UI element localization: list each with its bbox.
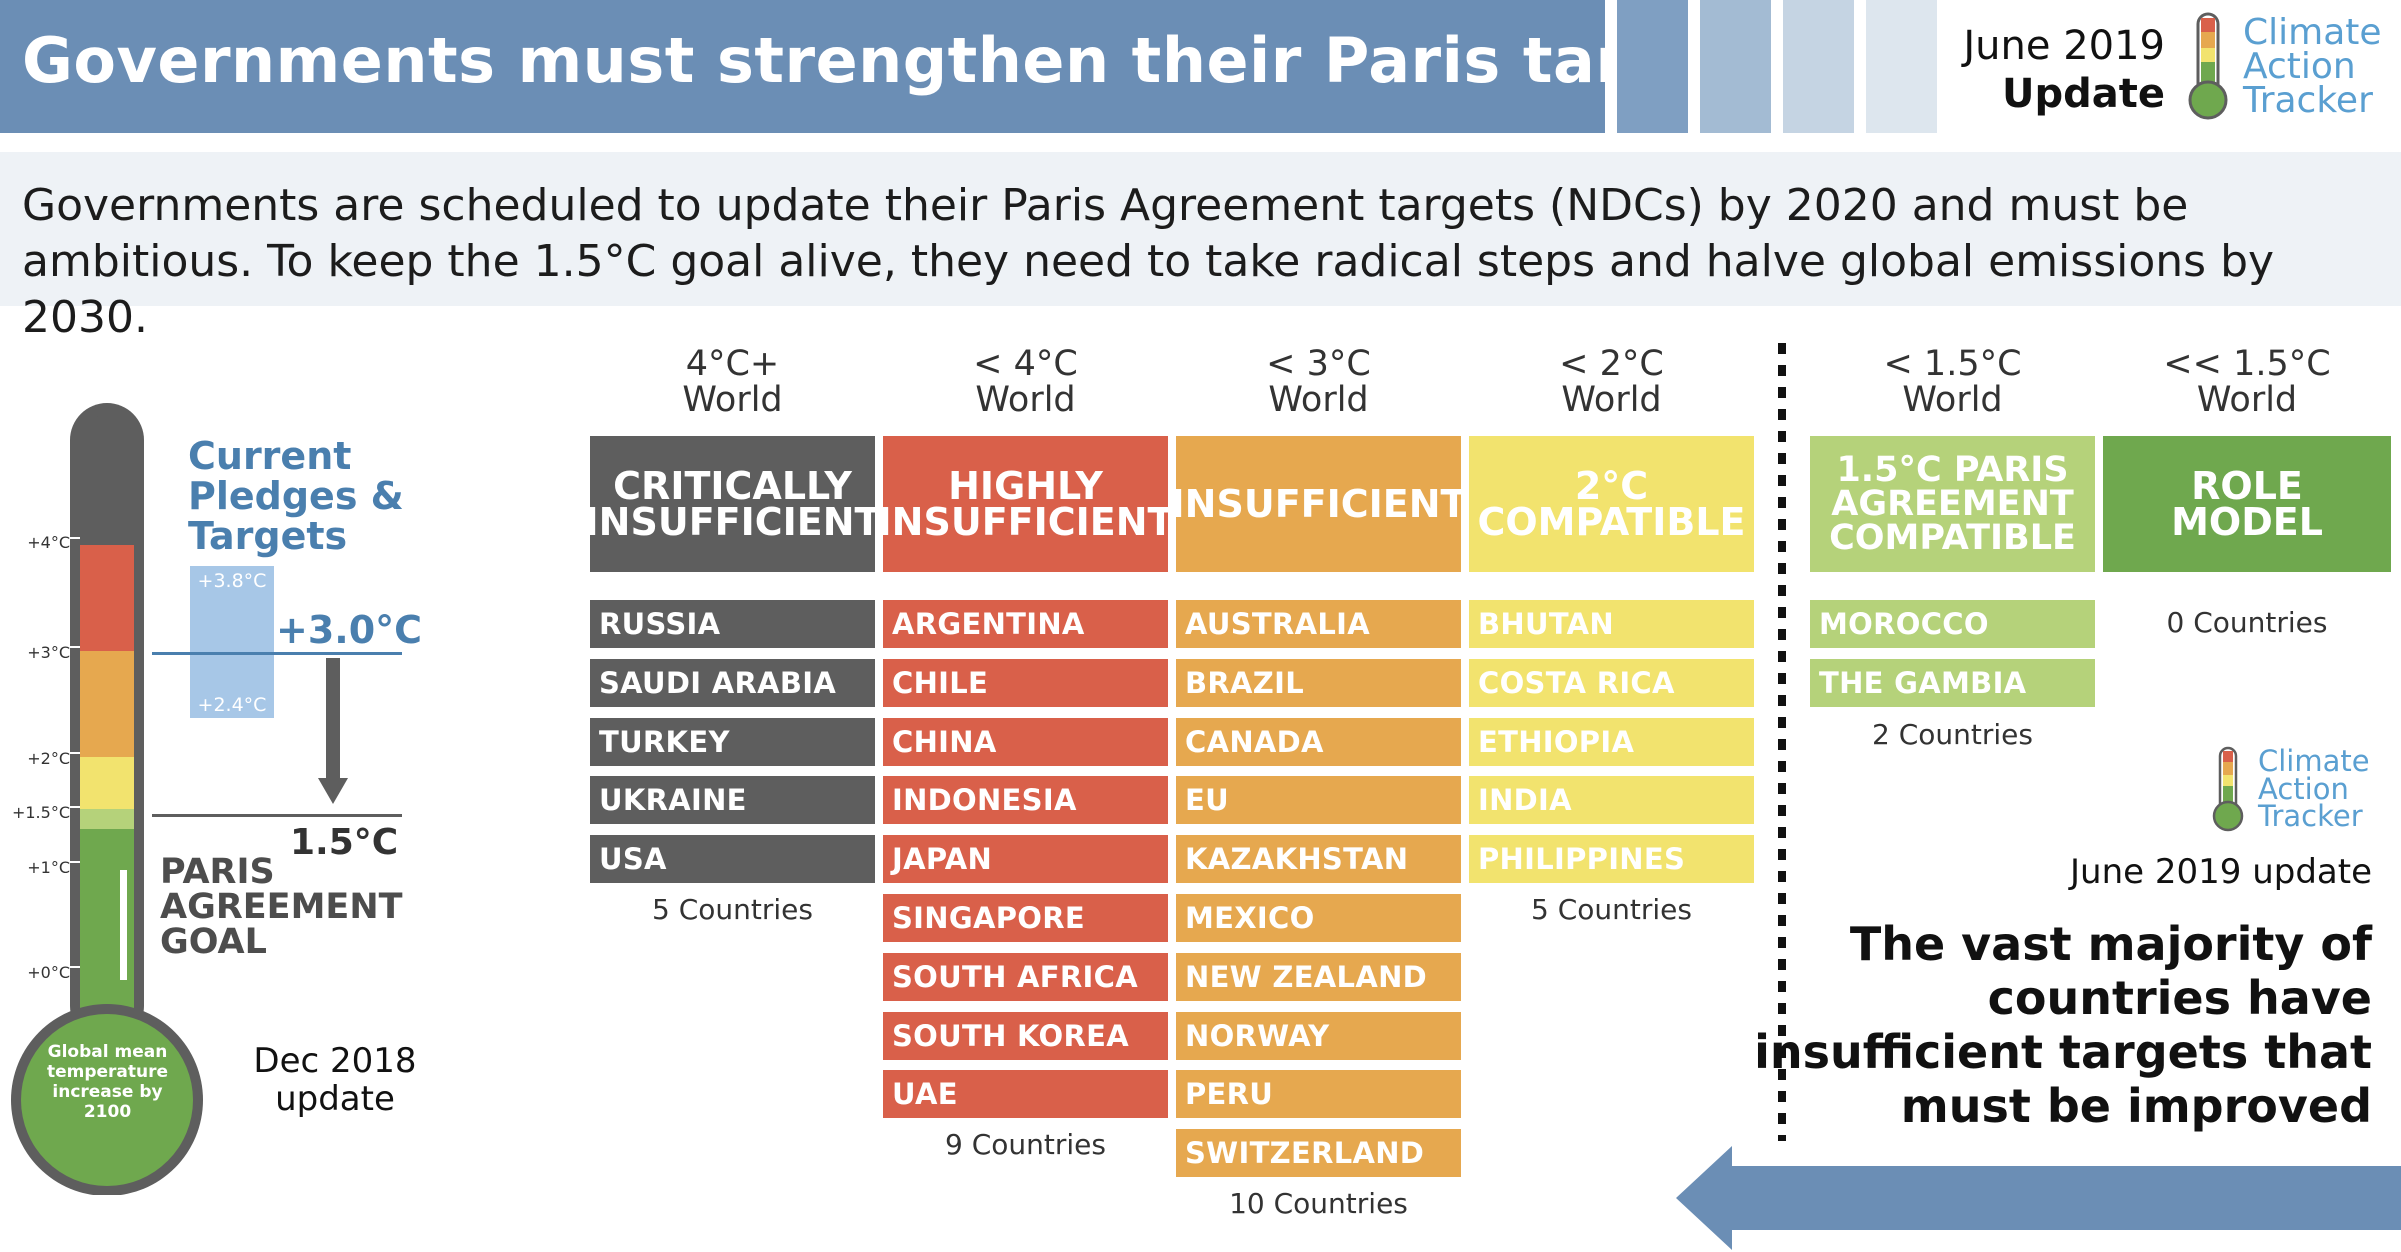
world-header: < 4°C World <box>973 344 1078 420</box>
thermometer <box>0 395 260 1196</box>
tick-label: +4°C <box>27 533 70 552</box>
thermometer-update-label: Dec 2018 update <box>253 1041 417 1119</box>
logo-wordmark: Climate Action Tracker <box>2258 744 2370 834</box>
header-stripe <box>1700 0 1771 133</box>
arrow-left-icon <box>1676 1146 2401 1250</box>
header-date-update: Update <box>2002 71 2165 117</box>
country-row: JAPAN <box>883 835 1168 883</box>
header-stripe <box>1783 0 1854 133</box>
tick-label: +0°C <box>27 963 70 982</box>
thermometer-logo-icon <box>2185 12 2231 120</box>
country-row: CHILE <box>883 659 1168 707</box>
header-date-month: June 2019 <box>1963 23 2165 69</box>
country-row: ARGENTINA <box>883 600 1168 648</box>
thermometer-logo-icon <box>2210 746 2246 832</box>
goal-line <box>152 814 402 817</box>
country-row: ETHIOPIA <box>1469 718 1754 766</box>
current-value-label: +3.0°C <box>276 608 423 652</box>
country-count: 2 Countries <box>1872 718 2033 751</box>
world-header: < 1.5°C World <box>1883 344 2022 420</box>
tick-label: +1°C <box>27 858 70 877</box>
country-row: COSTA RICA <box>1469 659 1754 707</box>
country-row: THE GAMBIA <box>1810 659 2095 707</box>
bulb-label: Global mean temperature increase by 2100 <box>46 1042 169 1122</box>
dotted-divider <box>1778 343 1786 1141</box>
country-row: SWITZERLAND <box>1176 1129 1461 1177</box>
country-row: UKRAINE <box>590 776 875 824</box>
pledges-title: Current Pledges & Targets <box>188 434 404 558</box>
country-row: AUSTRALIA <box>1176 600 1461 648</box>
goal-value-label: 1.5°C <box>290 822 399 863</box>
country-row: INDONESIA <box>883 776 1168 824</box>
goal-label: PARIS AGREEMENT GOAL <box>160 852 403 962</box>
country-count: 5 Countries <box>652 893 813 926</box>
category-highly-insufficient: HIGHLY INSUFFICIENT <box>878 436 1173 572</box>
page-title: Governments must strengthen their Paris … <box>22 24 1782 97</box>
category-role-model: ROLE MODEL <box>2103 436 2391 572</box>
world-header: < 3°C World <box>1266 344 1371 420</box>
current-level-line <box>152 652 402 655</box>
country-row: KAZAKHSTAN <box>1176 835 1461 883</box>
country-row: MOROCCO <box>1810 600 2095 648</box>
country-row: UAE <box>883 1070 1168 1118</box>
country-row: BHUTAN <box>1469 600 1754 648</box>
country-row: EU <box>1176 776 1461 824</box>
country-row: PERU <box>1176 1070 1461 1118</box>
category-critically-insufficient: CRITICALLY INSUFFICIENT <box>585 436 880 572</box>
category-2c-compatible: 2°C COMPATIBLE <box>1469 436 1754 572</box>
country-row: NORWAY <box>1176 1012 1461 1060</box>
country-row: MEXICO <box>1176 894 1461 942</box>
country-row: TURKEY <box>590 718 875 766</box>
header-bar <box>0 0 1605 133</box>
right-panel-update: June 2019 update <box>2070 852 2372 892</box>
category-1-5c-compatible: 1.5°C PARIS AGREEMENT COMPATIBLE <box>1810 436 2095 572</box>
category-insufficient: INSUFFICIENT <box>1171 436 1466 572</box>
tick-label: +1.5°C <box>11 803 70 822</box>
country-count: 9 Countries <box>945 1128 1106 1161</box>
country-row: USA <box>590 835 875 883</box>
range-low-label: +2.4°C <box>197 694 267 716</box>
country-count: 5 Countries <box>1531 893 1692 926</box>
world-header: << 1.5°C World <box>2163 344 2331 420</box>
country-row: SOUTH KOREA <box>883 1012 1168 1060</box>
country-row: BRAZIL <box>1176 659 1461 707</box>
world-header: 4°C+ World <box>682 344 783 420</box>
subtitle-band <box>0 152 2401 306</box>
country-count: 0 Countries <box>2166 606 2328 639</box>
header-date: June 2019 Update <box>1955 22 2165 118</box>
country-row: SAUDI ARABIA <box>590 659 875 707</box>
country-row: PHILIPPINES <box>1469 835 1754 883</box>
country-row: CHINA <box>883 718 1168 766</box>
tick-label: +3°C <box>27 643 70 662</box>
tick-label: +2°C <box>27 749 70 768</box>
world-header: < 2°C World <box>1559 344 1664 420</box>
header-stripe <box>1866 0 1937 133</box>
country-row: RUSSIA <box>590 600 875 648</box>
range-high-label: +3.8°C <box>197 570 267 592</box>
arrow-down-icon <box>318 658 348 804</box>
key-message: The vast majority of countries have insu… <box>1754 917 2372 1133</box>
country-row: INDIA <box>1469 776 1754 824</box>
header-stripe <box>1617 0 1688 133</box>
country-row: SOUTH AFRICA <box>883 953 1168 1001</box>
country-count: 10 Countries <box>1229 1187 1408 1220</box>
pledge-range-bar <box>190 566 274 718</box>
subtitle-text: Governments are scheduled to update thei… <box>22 180 2275 343</box>
country-row: NEW ZEALAND <box>1176 953 1461 1001</box>
country-row: CANADA <box>1176 718 1461 766</box>
logo-wordmark: Climate Action Tracker <box>2243 12 2382 122</box>
country-row: SINGAPORE <box>883 894 1168 942</box>
